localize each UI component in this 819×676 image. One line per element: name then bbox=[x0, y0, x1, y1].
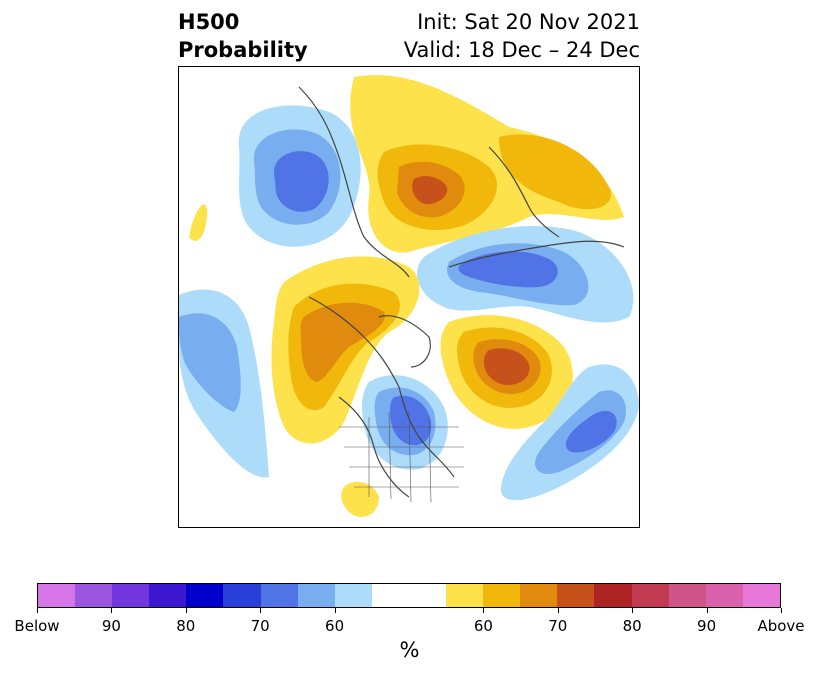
title-right: Init: Sat 20 Nov 2021 Valid: 18 Dec – 24… bbox=[404, 8, 640, 64]
below-normal-region-southeast bbox=[500, 364, 639, 501]
colorbar-swatch bbox=[260, 584, 298, 607]
colorbar-swatch bbox=[742, 584, 780, 607]
colorbar-tick-label: 90 bbox=[697, 617, 717, 635]
variable-label: H500 bbox=[178, 10, 240, 34]
above-normal-region-pacific bbox=[271, 256, 420, 444]
colorbar-tick bbox=[483, 608, 485, 613]
colorbar-tick-label: 70 bbox=[548, 617, 568, 635]
below-normal-region-northwest bbox=[238, 105, 361, 247]
product-label: Probability bbox=[178, 38, 308, 62]
colorbar-swatch bbox=[223, 584, 261, 607]
colorbar-swatch bbox=[371, 584, 409, 607]
colorbar bbox=[37, 583, 781, 608]
colorbar-swatch bbox=[668, 584, 706, 607]
colorbar-tick bbox=[334, 608, 336, 613]
above-normal-region-north bbox=[350, 75, 624, 253]
political-borders bbox=[339, 411, 464, 503]
colorbar-tick bbox=[185, 608, 187, 613]
colorbar-unit: % bbox=[399, 638, 420, 662]
colorbar-tick bbox=[781, 608, 782, 613]
colorbar-swatch bbox=[446, 584, 484, 607]
colorbar-tick-label: 60 bbox=[473, 617, 493, 635]
map-panel bbox=[178, 66, 640, 528]
colorbar-swatch bbox=[705, 584, 743, 607]
colorbar-tick-label: 80 bbox=[176, 617, 196, 635]
colorbar-swatch bbox=[297, 584, 335, 607]
colorbar-tick bbox=[557, 608, 559, 613]
colorbar-swatch bbox=[483, 584, 521, 607]
colorbar-swatch bbox=[408, 584, 447, 607]
colorbar-swatch bbox=[334, 584, 372, 607]
colorbar-tick-label: 90 bbox=[101, 617, 121, 635]
colorbar-tick-label: 70 bbox=[250, 617, 270, 635]
colorbar-swatch bbox=[631, 584, 669, 607]
colorbar-swatch bbox=[594, 584, 632, 607]
colorbar-swatch bbox=[38, 584, 76, 607]
colorbar-tick-label: 80 bbox=[622, 617, 642, 635]
colorbar-tick bbox=[37, 608, 38, 613]
colorbar-tick bbox=[706, 608, 708, 613]
colorbar-tick bbox=[111, 608, 113, 613]
colorbar-swatch bbox=[520, 584, 558, 607]
coastlines bbox=[298, 86, 625, 498]
below-normal-region-far-west bbox=[179, 289, 269, 478]
colorbar-swatch bbox=[75, 584, 113, 607]
title-left: H500 Probability bbox=[178, 8, 308, 64]
below-normal-region-east bbox=[416, 226, 634, 323]
above-normal-patch-west bbox=[189, 204, 208, 241]
colorbar-ticks: Below 90 80 70 60 60 70 80 90 Above bbox=[14, 608, 805, 635]
colorbar-swatch bbox=[186, 584, 224, 607]
colorbar-tick-label: Below bbox=[14, 617, 60, 635]
above-normal-region-atlantic bbox=[440, 315, 573, 429]
probability-map bbox=[179, 75, 639, 517]
colorbar-tick-label: 60 bbox=[325, 617, 345, 635]
colorbar-tick bbox=[632, 608, 634, 613]
colorbar-tick-label: Above bbox=[757, 617, 805, 635]
colorbar-swatch bbox=[112, 584, 150, 607]
colorbar-swatch bbox=[149, 584, 187, 607]
colorbar-swatch bbox=[557, 584, 595, 607]
valid-range: Valid: 18 Dec – 24 Dec bbox=[403, 38, 640, 62]
above-normal-patch-south bbox=[341, 481, 379, 517]
init-date: Init: Sat 20 Nov 2021 bbox=[417, 10, 640, 34]
colorbar-tick bbox=[260, 608, 262, 613]
